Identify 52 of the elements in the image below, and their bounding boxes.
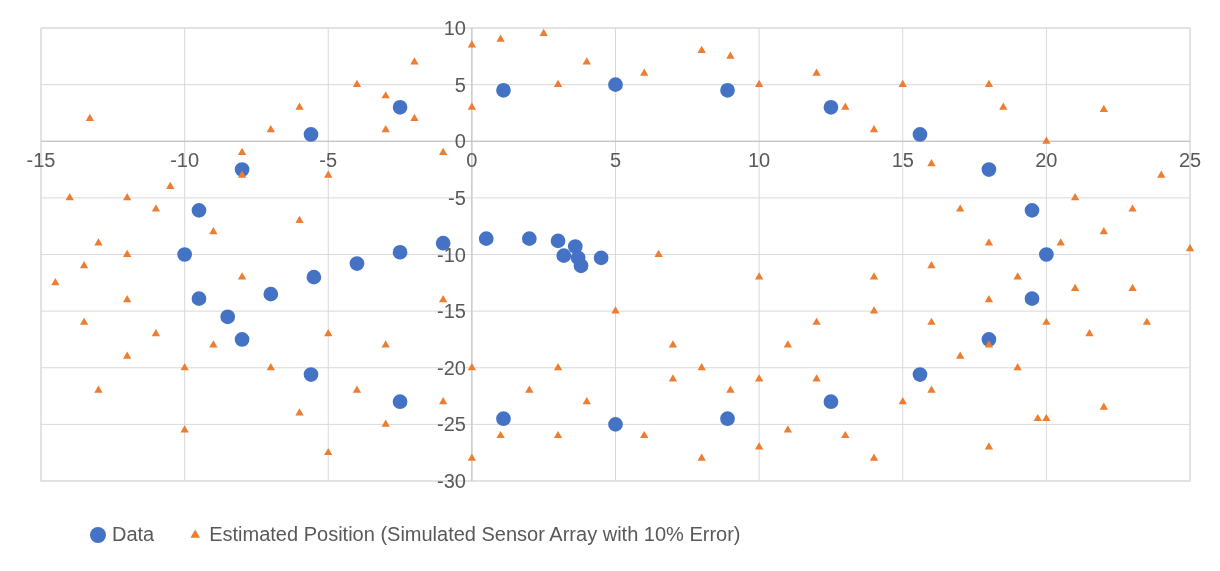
x-tick-label: 15 xyxy=(891,149,914,172)
y-tick-label: -25 xyxy=(436,413,466,436)
point xyxy=(220,309,236,325)
y-tick-label: 5 xyxy=(454,73,466,96)
x-tick-label: 20 xyxy=(1035,149,1058,172)
point xyxy=(720,411,735,427)
point xyxy=(303,367,319,382)
y-tick-label: -15 xyxy=(436,300,466,323)
point xyxy=(1024,291,1040,307)
point xyxy=(1039,247,1054,262)
point xyxy=(234,332,250,347)
point xyxy=(556,248,572,263)
point xyxy=(593,250,609,266)
point xyxy=(608,417,623,432)
y-tick-label: 0 xyxy=(454,130,466,153)
x-tick-label: -15 xyxy=(26,149,56,172)
point xyxy=(823,394,839,410)
point xyxy=(392,394,408,410)
y-tick-label: -5 xyxy=(448,186,466,209)
point xyxy=(1024,202,1040,218)
y-tick-label: -10 xyxy=(436,243,466,266)
point xyxy=(306,269,322,285)
point xyxy=(496,411,511,427)
point xyxy=(521,231,537,246)
point xyxy=(550,233,566,249)
point xyxy=(720,82,735,98)
point xyxy=(392,99,408,115)
x-tick-label: 10 xyxy=(748,149,771,172)
point xyxy=(573,258,589,274)
point xyxy=(392,244,408,260)
point xyxy=(608,77,623,92)
x-tick-label: -5 xyxy=(319,149,338,172)
point xyxy=(177,247,192,262)
point xyxy=(496,82,511,98)
y-tick-label: 10 xyxy=(443,17,466,39)
point xyxy=(191,202,207,218)
point xyxy=(263,286,279,302)
point xyxy=(191,291,207,307)
point xyxy=(912,127,928,142)
y-tick-label: -30 xyxy=(436,470,466,492)
point xyxy=(478,231,494,246)
point xyxy=(981,162,997,177)
y-tick-label: -20 xyxy=(436,356,466,379)
point xyxy=(912,367,928,382)
x-tick-label: 5 xyxy=(609,149,622,172)
point xyxy=(303,127,319,142)
legend-label: Data xyxy=(112,523,156,545)
point xyxy=(349,256,365,271)
point xyxy=(823,99,839,115)
x-tick-label: 25 xyxy=(1178,149,1202,172)
x-tick-label: -10 xyxy=(170,149,200,172)
legend-label: Estimated Position (Simulated Sensor Array with 10% Error) xyxy=(209,523,741,545)
